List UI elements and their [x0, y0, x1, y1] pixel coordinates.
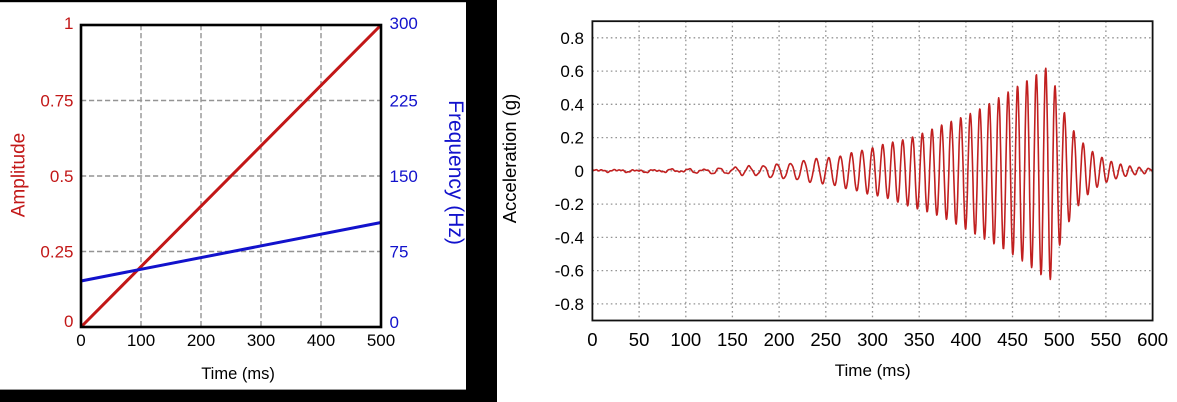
svg-text:100: 100 [670, 329, 701, 350]
svg-text:0.8: 0.8 [560, 29, 584, 48]
svg-text:0: 0 [575, 162, 584, 181]
svg-text:300: 300 [247, 331, 275, 350]
svg-text:Time (ms): Time (ms) [835, 361, 911, 380]
svg-text:0.2: 0.2 [560, 129, 584, 148]
svg-text:0: 0 [76, 331, 85, 350]
svg-text:150: 150 [390, 167, 418, 186]
svg-text:400: 400 [307, 331, 335, 350]
svg-text:300: 300 [390, 14, 418, 33]
svg-text:150: 150 [717, 329, 748, 350]
svg-text:-0.6: -0.6 [555, 262, 584, 281]
svg-text:200: 200 [187, 331, 215, 350]
svg-text:300: 300 [857, 329, 888, 350]
svg-text:Amplitude: Amplitude [9, 133, 30, 218]
svg-text:250: 250 [810, 329, 841, 350]
svg-text:Frequency (Hz): Frequency (Hz) [444, 100, 467, 245]
svg-text:225: 225 [390, 92, 418, 111]
svg-text:500: 500 [367, 331, 395, 350]
svg-text:Time (ms): Time (ms) [201, 365, 275, 383]
svg-text:-0.2: -0.2 [555, 195, 584, 214]
svg-text:50: 50 [629, 329, 650, 350]
svg-text:450: 450 [997, 329, 1028, 350]
svg-text:0.4: 0.4 [560, 96, 584, 115]
svg-text:0: 0 [587, 329, 597, 350]
svg-text:350: 350 [904, 329, 935, 350]
svg-text:-0.8: -0.8 [555, 295, 584, 314]
svg-text:0.25: 0.25 [40, 243, 73, 262]
svg-text:100: 100 [127, 331, 155, 350]
svg-text:0.6: 0.6 [560, 62, 584, 81]
svg-text:600: 600 [1137, 329, 1168, 350]
svg-text:0.75: 0.75 [40, 92, 73, 111]
svg-text:0.5: 0.5 [50, 167, 74, 186]
svg-text:0: 0 [64, 312, 73, 331]
svg-text:-0.4: -0.4 [555, 229, 584, 248]
svg-text:500: 500 [1044, 329, 1075, 350]
svg-text:0: 0 [390, 313, 399, 332]
svg-text:550: 550 [1090, 329, 1121, 350]
svg-text:Acceleration (g): Acceleration (g) [499, 94, 520, 224]
svg-text:200: 200 [764, 329, 795, 350]
svg-text:1: 1 [64, 14, 73, 33]
svg-text:75: 75 [390, 243, 409, 262]
svg-text:400: 400 [950, 329, 981, 350]
